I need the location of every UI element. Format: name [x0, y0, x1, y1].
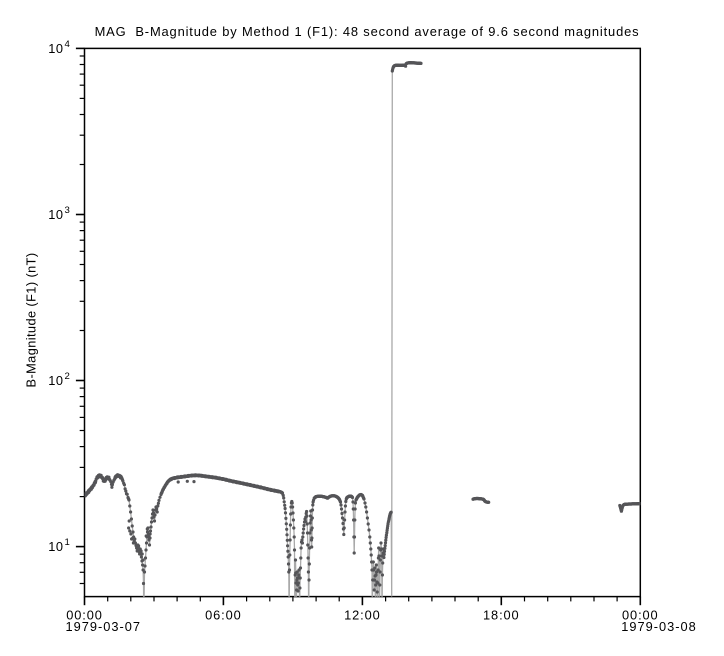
svg-text:10: 10: [48, 41, 63, 56]
svg-text:1: 1: [65, 537, 70, 548]
svg-text:18:00: 18:00: [483, 608, 520, 623]
svg-text:00:00: 00:00: [622, 608, 659, 623]
svg-text:4: 4: [65, 39, 71, 50]
svg-text:10: 10: [48, 539, 63, 554]
svg-text:B-Magnitude (F1) (nT): B-Magnitude (F1) (nT): [24, 253, 39, 388]
svg-text:MAG B-Magnitude by Method 1 (: MAG B-Magnitude by Method 1 (F1): 48 sec…: [95, 24, 640, 39]
svg-text:00:00: 00:00: [66, 608, 103, 623]
svg-text:3: 3: [65, 205, 70, 216]
svg-text:10: 10: [48, 207, 63, 222]
svg-text:10: 10: [48, 373, 63, 388]
svg-text:2: 2: [65, 371, 70, 382]
svg-text:06:00: 06:00: [205, 608, 242, 623]
svg-text:1979-03-08: 1979-03-08: [621, 619, 696, 634]
svg-text:1979-03-07: 1979-03-07: [66, 619, 141, 634]
svg-text:12:00: 12:00: [344, 608, 381, 623]
